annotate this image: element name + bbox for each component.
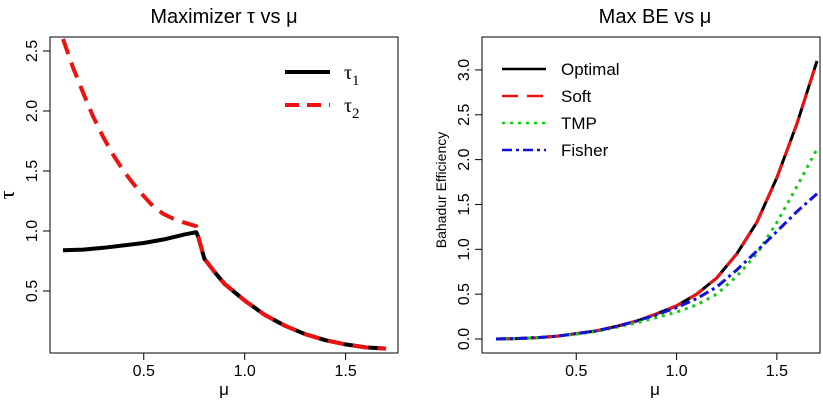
panel-left: Maximizer τ vs μ μ τ 0.5 1.0 1.5 0.5 1.0 1.5…: [0, 6, 399, 399]
right-legend-label-0: Optimal: [561, 60, 620, 79]
right-y-tick-label-1: 0.5: [456, 283, 473, 305]
right-legend-label-3: Fisher: [561, 141, 609, 160]
right-series-line-tmp: [495, 148, 819, 341]
right-series: [495, 60, 819, 341]
right-plot-frame: [481, 36, 821, 354]
left-x-axis-label: μ: [219, 380, 229, 399]
left-y-ticks: 0.5 1.0 1.5 2.0 2.5: [24, 40, 50, 302]
right-x-ticks: 0.5 1.0 1.5: [565, 353, 788, 380]
left-y-axis-label: τ: [0, 190, 19, 199]
left-series-line-τ1: [62, 230, 387, 351]
right-legend-label-1: Soft: [561, 87, 592, 106]
right-y-axis-label: Bahadur Efficiency: [433, 132, 449, 248]
left-chart-title: Maximizer τ vs μ: [150, 6, 297, 28]
panel-right: Max BE vs μ μ Bahadur Efficiency 0.5 1.0 1…: [433, 6, 821, 399]
right-series-line-soft: [495, 60, 819, 341]
right-series-line-fisher: [495, 192, 818, 341]
right-legend-label-2: TMP: [561, 114, 597, 133]
right-x-tick-label-2: 1.5: [766, 363, 788, 380]
right-series-line-optimal: [495, 60, 819, 341]
left-x-tick-label-0: 0.5: [133, 363, 155, 380]
left-x-tick-label-2: 1.5: [335, 363, 357, 380]
right-y-tick-label-4: 2.0: [456, 148, 473, 170]
left-y-tick-label-3: 2.0: [24, 100, 41, 122]
right-chart-title: Max BE vs μ: [599, 6, 712, 28]
left-y-tick-label-2: 1.5: [24, 160, 41, 182]
right-legend: Optimal Soft TMP Fisher: [502, 60, 620, 160]
right-y-tick-label-5: 2.5: [456, 104, 473, 126]
left-legend-label-1: τ2: [344, 95, 360, 122]
left-series: [61, 38, 387, 351]
left-y-tick-label-0: 0.5: [24, 280, 41, 302]
right-y-ticks: 0.0 0.5 1.0 1.5 2.0 2.5 3.0: [456, 59, 482, 350]
left-legend-label-0: τ1: [344, 62, 360, 89]
right-x-tick-label-1: 1.0: [665, 363, 687, 380]
right-y-tick-label-6: 3.0: [456, 59, 473, 81]
right-x-axis-label: μ: [650, 380, 660, 399]
left-x-ticks: 0.5 1.0 1.5: [133, 353, 357, 380]
left-series-line-τ2: [61, 38, 387, 351]
right-y-tick-label-0: 0.0: [456, 328, 473, 350]
right-y-tick-label-2: 1.0: [456, 238, 473, 260]
left-plot-frame: [49, 36, 399, 354]
right-y-tick-label-3: 1.5: [456, 193, 473, 215]
left-y-tick-label-1: 1.0: [24, 220, 41, 242]
right-x-tick-label-0: 0.5: [565, 363, 587, 380]
left-x-tick-label-1: 1.0: [234, 363, 256, 380]
left-y-tick-label-4: 2.5: [24, 40, 41, 62]
